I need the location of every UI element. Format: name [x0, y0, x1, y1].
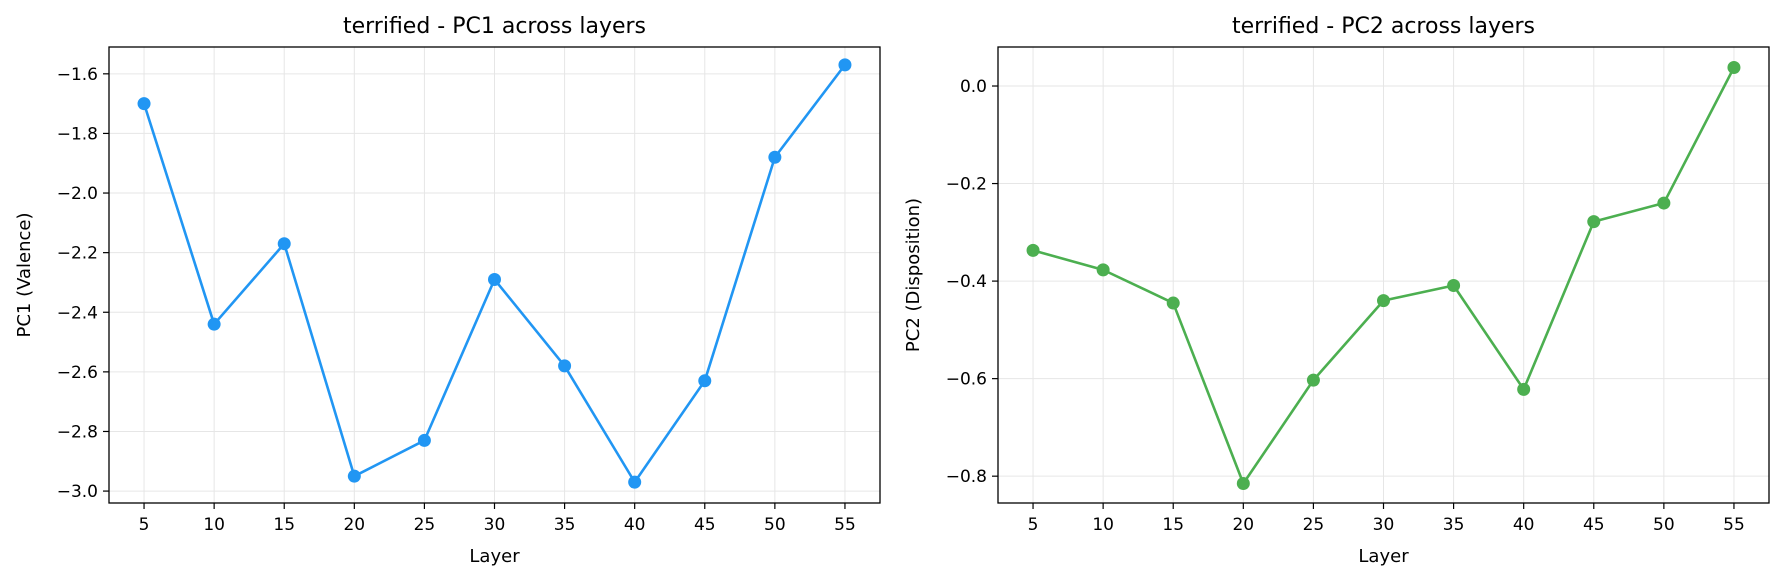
pc1-y-tick-label: −2.4 — [57, 303, 98, 323]
pc1-x-tick-label: 35 — [554, 515, 576, 535]
pc1-data-point — [207, 317, 221, 331]
pc2-x-tick-label: 35 — [1443, 515, 1465, 535]
pc1-x-tick-label: 25 — [414, 515, 436, 535]
pc2-x-tick-label: 5 — [1028, 515, 1039, 535]
pc1-y-tick-label: −2.2 — [57, 244, 98, 264]
pc2-x-tick-label: 40 — [1513, 515, 1535, 535]
pc1-data-point — [347, 469, 361, 483]
pc2-x-tick-label: 30 — [1373, 515, 1395, 535]
pc1-data-point — [838, 58, 852, 72]
pc1-data-point — [558, 359, 572, 373]
pc1-x-axis-label: Layer — [469, 546, 520, 567]
pc1-x-tick-label: 40 — [624, 515, 646, 535]
pc1-x-tick-label: 20 — [343, 515, 365, 535]
pc2-y-tick-label: −0.8 — [946, 467, 987, 487]
pc1-y-tick-label: −2.0 — [57, 184, 98, 204]
pc1-y-tick-label: −2.6 — [57, 363, 98, 383]
pc1-data-point — [628, 475, 642, 489]
pc1-chart: 5 10 15 20 25 30 35 40 45 50 55 −3.0 −2.8 −2.6 −2.4 −2.… — [14, 14, 881, 567]
pc2-x-tick-label: 15 — [1162, 515, 1184, 535]
pc2-x-tick-label: 20 — [1232, 515, 1254, 535]
pc1-data-point — [768, 150, 782, 164]
pc2-y-tick-label: 0.0 — [960, 77, 987, 97]
pc2-y-tick-label: −0.6 — [946, 370, 987, 390]
pc2-y-axis-label: PC2 (Disposition) — [903, 198, 924, 352]
pc1-x-tick-label: 5 — [139, 515, 150, 535]
pc2-data-point — [1096, 263, 1110, 277]
pc1-x-tick-label: 55 — [834, 515, 856, 535]
pc1-x-tick-label: 45 — [694, 515, 716, 535]
pc2-chart: 5 10 15 20 25 30 35 40 45 50 55 −0.8 −0.6 −0.4 −0.2 0.0… — [903, 14, 1770, 567]
pc2-data-point — [1306, 373, 1320, 387]
pc2-data-point — [1727, 60, 1741, 74]
pc2-data-point — [1517, 382, 1531, 396]
pc1-y-tick-label: −2.8 — [57, 422, 98, 442]
pc1-y-tick-label: −1.6 — [57, 65, 98, 85]
pc1-x-tick-label: 15 — [273, 515, 295, 535]
pc1-x-tick-label: 10 — [203, 515, 225, 535]
pc1-x-tick-label: 30 — [484, 515, 506, 535]
pc1-data-point — [277, 237, 291, 251]
pc2-data-point — [1166, 296, 1180, 310]
pc2-data-point — [1447, 278, 1461, 292]
pc1-y-axis-label: PC1 (Valence) — [14, 212, 35, 337]
pc1-chart-title: terrified - PC1 across layers — [343, 14, 646, 39]
pc1-data-point — [698, 374, 712, 388]
pc1-x-tick-label: 50 — [764, 515, 786, 535]
pc1-y-tick-label: −1.8 — [57, 124, 98, 144]
pc1-data-point — [417, 433, 431, 447]
pc2-chart-title: terrified - PC2 across layers — [1232, 14, 1535, 39]
pc2-data-point — [1587, 215, 1601, 229]
pc2-y-tick-label: −0.2 — [946, 175, 987, 195]
pc2-y-tick-label: −0.4 — [946, 272, 987, 292]
pc2-data-point — [1236, 476, 1250, 490]
pc2-data-point — [1026, 243, 1040, 257]
pc2-x-tick-label: 55 — [1723, 515, 1745, 535]
pc2-x-tick-label: 50 — [1653, 515, 1675, 535]
pc1-data-point — [137, 97, 151, 111]
pc2-x-tick-label: 45 — [1583, 515, 1605, 535]
pc2-x-tick-label: 25 — [1303, 515, 1325, 535]
pc2-x-tick-label: 10 — [1092, 515, 1114, 535]
pc1-data-point — [488, 272, 501, 286]
pc1-y-tick-label: −3.0 — [57, 482, 98, 502]
pc2-x-axis-label: Layer — [1358, 546, 1409, 567]
pc2-data-point — [1377, 294, 1390, 308]
pc2-data-point — [1657, 196, 1671, 210]
